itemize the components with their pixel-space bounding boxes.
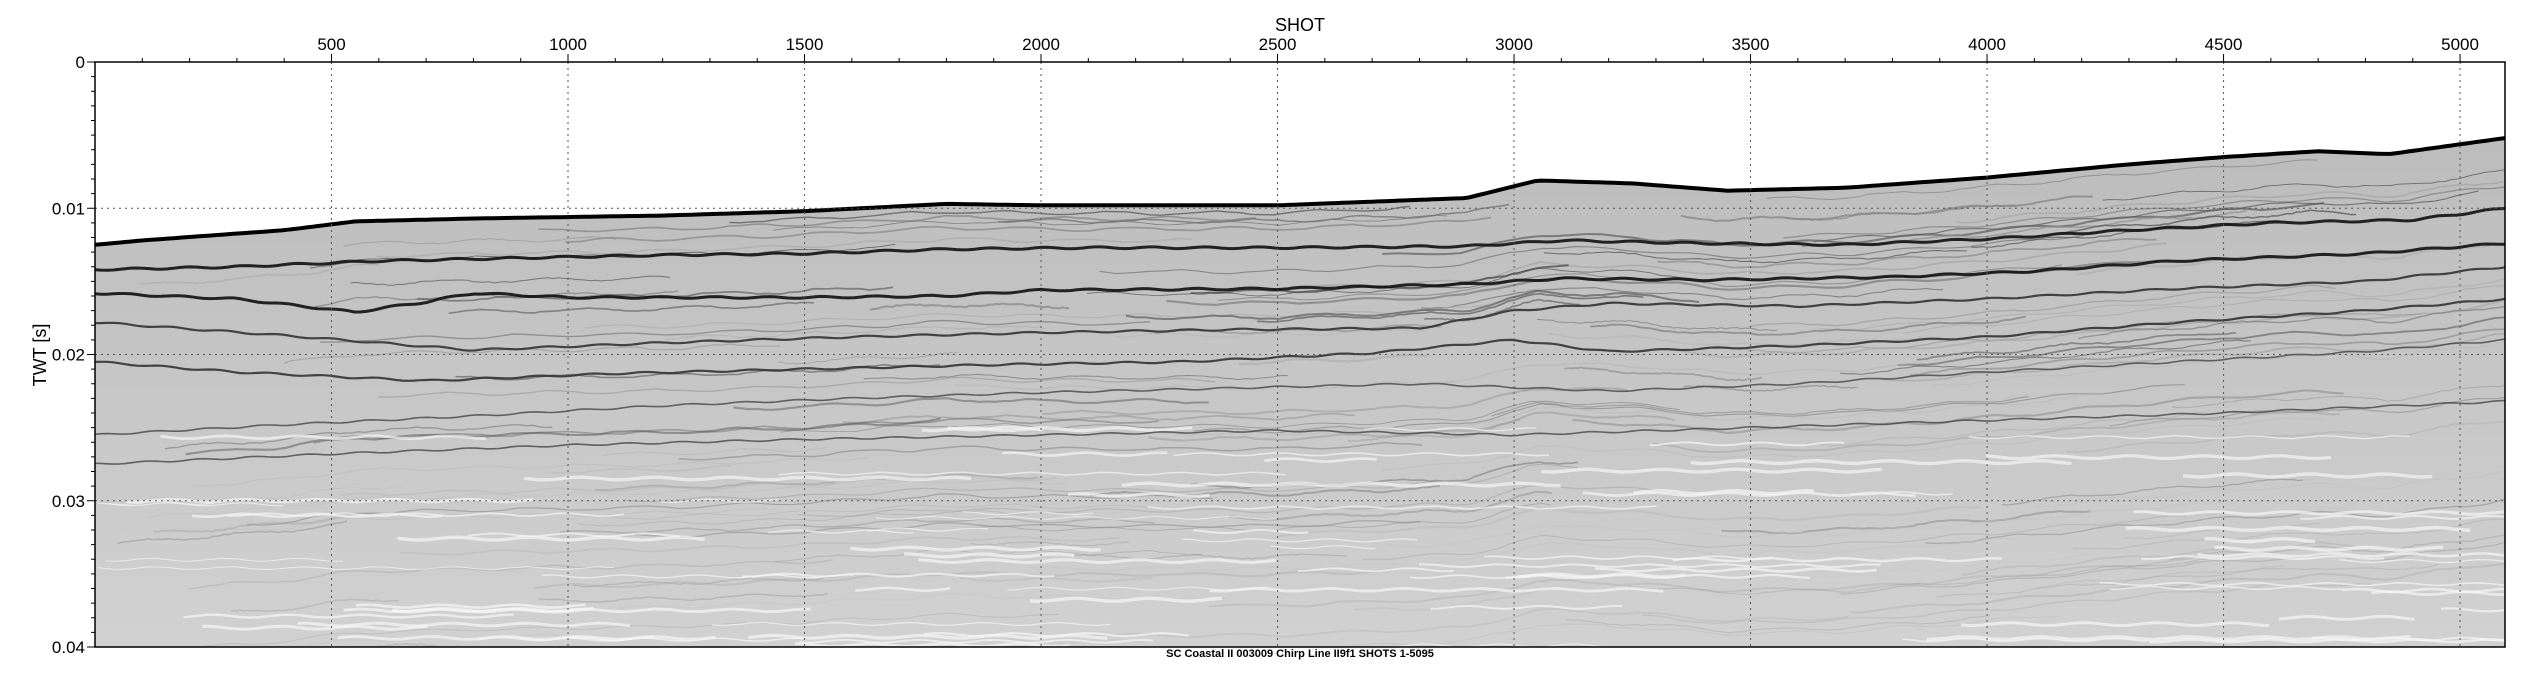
- x-tick-label: 5000: [2441, 35, 2479, 54]
- figure-caption: SC Coastal II 003009 Chirp Line II9f1 SH…: [1166, 648, 1434, 660]
- reflector-line: [95, 297, 2505, 382]
- x-axis-top: 500 1000 1500 2000 2500 3000 3500 4000 4500 5000: [141, 35, 2479, 62]
- reflector-line: [95, 266, 2505, 352]
- x-tick-label: 2000: [1022, 35, 1060, 54]
- grid-lines: [95, 62, 2505, 647]
- y-tick-label: 0.04: [52, 638, 85, 657]
- depth-fade: [95, 62, 2505, 647]
- reflector-layer: [95, 207, 2505, 465]
- y-tick-label: 0.03: [52, 492, 85, 511]
- y-tick-label: 0.02: [52, 346, 85, 365]
- x-tick-label: 3000: [1495, 35, 1533, 54]
- reflector-line: [95, 338, 2505, 436]
- x-tick-label: 4000: [1968, 35, 2006, 54]
- reflector-line: [95, 207, 2505, 272]
- x-tick-label: 3500: [1732, 35, 1770, 54]
- reflector-line: [95, 399, 2505, 465]
- x-tick-label: 1000: [549, 35, 587, 54]
- reflector-line: [95, 242, 2505, 314]
- y-tick-label: 0: [76, 53, 85, 72]
- y-tick-label: 0.01: [52, 199, 85, 218]
- seafloor-reflector: [95, 136, 2505, 247]
- x-axis-title: SHOT: [1275, 15, 1325, 35]
- x-tick-label: 500: [317, 35, 345, 54]
- y-axis-title: TWT [s]: [30, 324, 50, 387]
- y-axis-left: 0 0.01 0.02 0.03 0.04: [52, 53, 95, 657]
- x-tick-label: 2500: [1259, 35, 1297, 54]
- x-tick-label: 1500: [786, 35, 824, 54]
- x-tick-label: 4500: [2205, 35, 2243, 54]
